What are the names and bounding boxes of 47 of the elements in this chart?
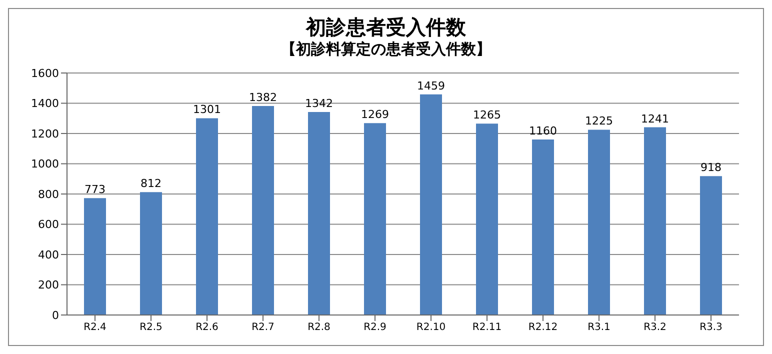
x-tick-label: R2.10	[416, 322, 446, 334]
bar	[700, 176, 722, 315]
chart-title: 初診患者受入件数	[304, 15, 467, 39]
data-label: 1225	[585, 114, 613, 128]
data-label: 1301	[193, 103, 221, 116]
y-tick-label: 1000	[31, 158, 59, 171]
bar	[476, 124, 498, 315]
data-label: 1160	[529, 124, 557, 138]
data-label: 1459	[417, 79, 445, 92]
bar	[84, 198, 106, 315]
data-label: 918	[700, 161, 722, 174]
chart-subtitle: 【初診料算定の患者受入件数】	[280, 39, 492, 59]
y-tick-label: 1600	[31, 66, 59, 80]
bar	[644, 127, 666, 315]
bar	[588, 130, 610, 315]
bar	[364, 123, 386, 315]
x-tick-label: R2.8	[308, 322, 330, 334]
data-label: 1265	[473, 108, 501, 122]
y-tick-label: 400	[38, 248, 59, 262]
data-label: 1382	[249, 90, 277, 104]
x-tick-label: R2.4	[84, 322, 106, 334]
data-label: 1269	[361, 108, 389, 122]
y-tick-label: 1200	[31, 127, 59, 140]
y-tick-label: 1400	[31, 97, 59, 110]
bar	[308, 112, 330, 315]
x-tick-label: R2.7	[252, 322, 274, 334]
data-label: 1241	[641, 112, 669, 126]
data-label: 1342	[305, 97, 333, 110]
bar	[252, 106, 274, 315]
bar	[196, 118, 218, 315]
x-tick-label: R2.11	[472, 322, 502, 334]
bar	[140, 192, 162, 315]
bar	[420, 94, 442, 315]
x-tick-label: R3.3	[700, 322, 722, 334]
bar	[532, 140, 554, 315]
y-tick-label: 800	[38, 188, 59, 201]
x-tick-label: R2.5	[140, 322, 162, 334]
x-tick-label: R3.2	[644, 322, 666, 334]
y-tick-label: 600	[38, 218, 59, 232]
y-tick-label: 0	[52, 308, 59, 322]
data-label: 812	[140, 177, 162, 190]
x-tick-label: R2.9	[364, 322, 386, 334]
x-tick-label: R2.12	[528, 322, 558, 334]
data-label: 773	[84, 183, 106, 196]
x-tick-label: R3.1	[588, 322, 610, 334]
y-tick-label: 200	[38, 278, 59, 292]
x-tick-label: R2.6	[196, 322, 218, 334]
